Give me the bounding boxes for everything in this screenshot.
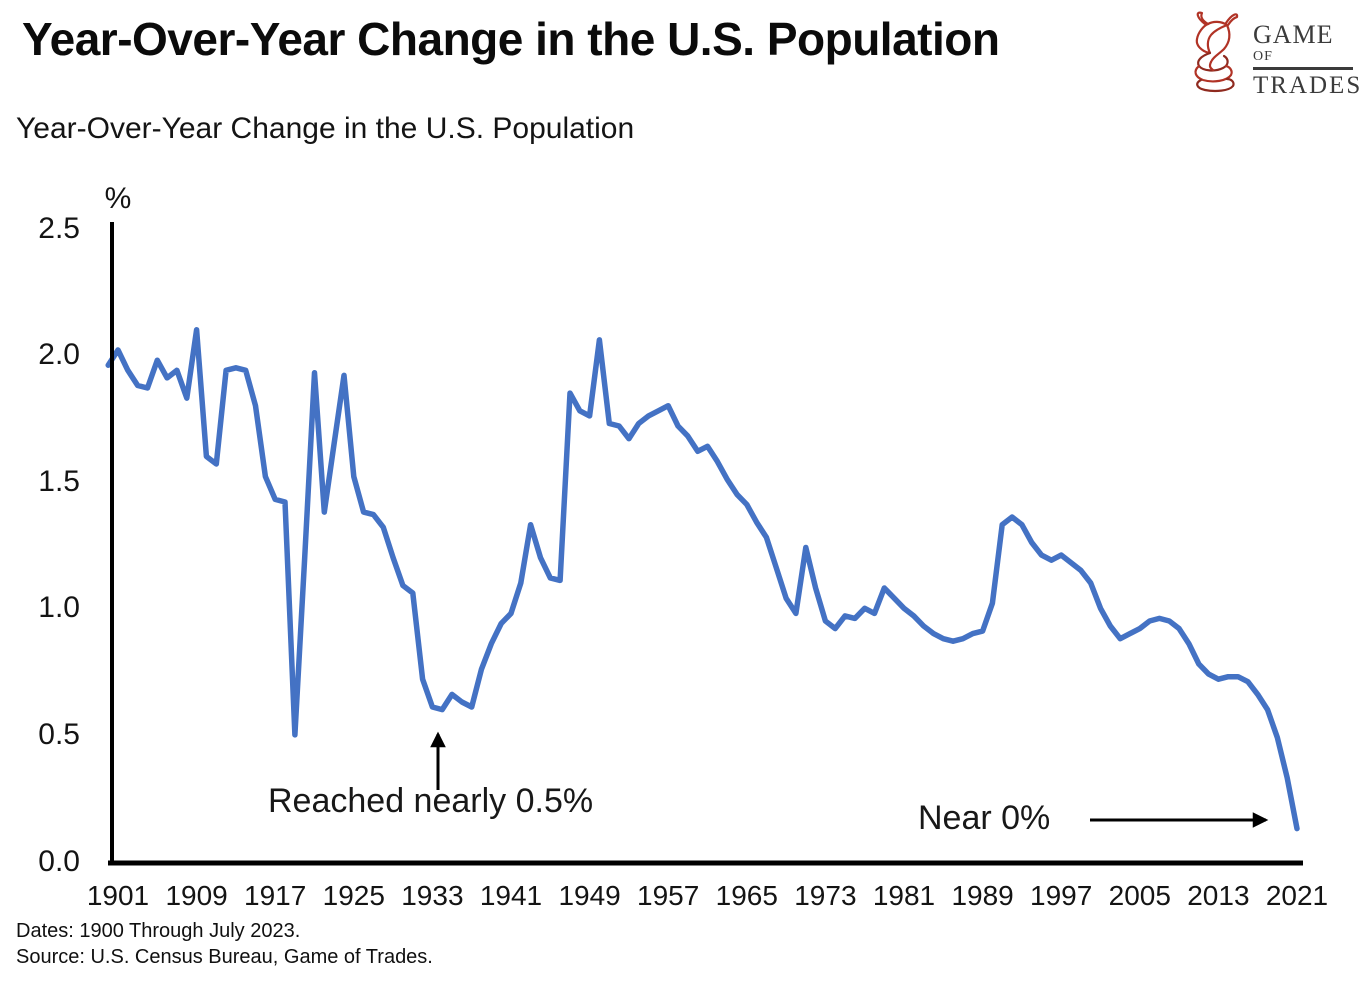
y-tick-label: 1.5 xyxy=(38,464,80,498)
x-tick-label: 1965 xyxy=(715,880,778,911)
x-tick-label: 1997 xyxy=(1030,880,1093,911)
y-tick-label: 2.5 xyxy=(38,211,80,245)
x-tick-label: 1949 xyxy=(558,880,621,911)
brand-logo-text: GAME OF TRADES xyxy=(1253,20,1363,99)
x-tick-label: 2013 xyxy=(1187,880,1250,911)
x-tick-label: 1981 xyxy=(872,880,936,911)
x-tick-label: 1933 xyxy=(401,880,464,911)
x-tick-label: 1957 xyxy=(637,880,700,911)
y-tick-label: 1.0 xyxy=(38,591,80,625)
x-tick-label: 1909 xyxy=(165,880,228,911)
logo-word-of: OF xyxy=(1253,49,1273,64)
footnote-dates: Dates: 1900 Through July 2023. xyxy=(16,920,301,942)
logo-word-game: GAME xyxy=(1253,20,1334,49)
x-tick-label: 2021 xyxy=(1265,880,1329,911)
logo-divider xyxy=(1253,67,1353,70)
y-axis-unit-label: % xyxy=(104,182,132,215)
y-tick-label: 0.0 xyxy=(38,844,80,878)
annotation-reached-nearly-0-5: Reached nearly 0.5% xyxy=(268,782,594,820)
brand-logo: GAME OF TRADES xyxy=(1183,6,1363,106)
x-tick-label: 1925 xyxy=(322,880,385,911)
annotation-near-0: Near 0% xyxy=(918,799,1051,837)
x-tick-label: 1901 xyxy=(86,880,150,911)
population-growth-line xyxy=(105,327,1300,832)
y-tick-label: 2.0 xyxy=(38,338,80,372)
page-title: Year-Over-Year Change in the U.S. Popula… xyxy=(22,13,1000,65)
x-tick-label: 1917 xyxy=(244,880,307,911)
footnote-source: Source: U.S. Census Bureau, Game of Trad… xyxy=(16,946,433,968)
x-tick-label: 1941 xyxy=(479,880,543,911)
chart-title: Year-Over-Year Change in the U.S. Popula… xyxy=(16,112,635,145)
bull-icon xyxy=(1194,11,1239,93)
x-tick-label: 1973 xyxy=(794,880,857,911)
y-tick-label: 0.5 xyxy=(38,717,80,751)
x-tick-label: 2005 xyxy=(1108,880,1171,911)
logo-word-trades: TRADES xyxy=(1253,72,1363,99)
x-tick-label: 1989 xyxy=(951,880,1014,911)
